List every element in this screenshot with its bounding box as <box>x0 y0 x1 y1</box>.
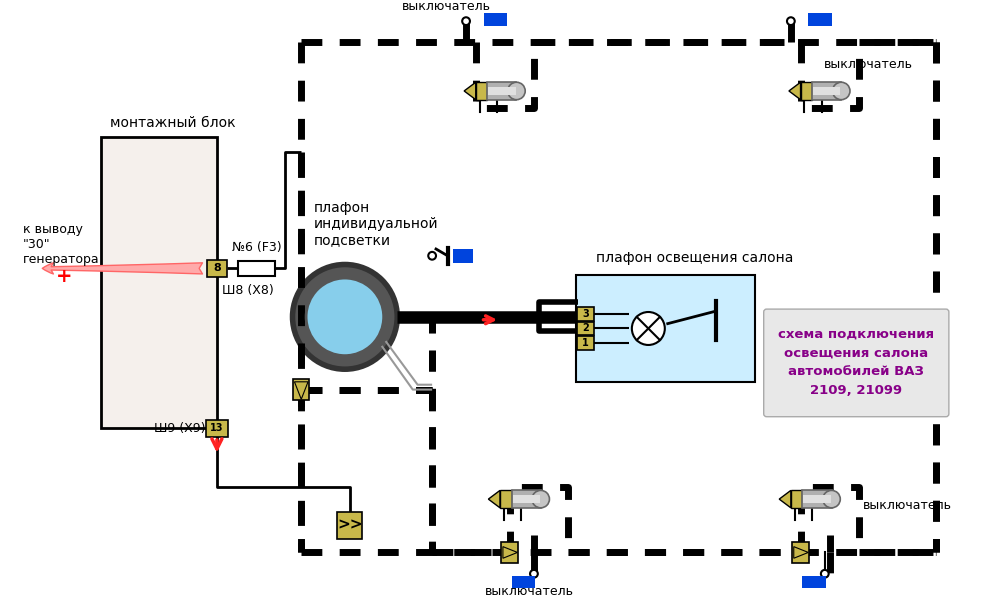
Bar <box>802 490 832 508</box>
Ellipse shape <box>532 490 549 508</box>
Text: к выводу
"30"
генератора: к выводу "30" генератора <box>23 223 100 266</box>
Bar <box>476 82 487 100</box>
Text: выключатель: выключатель <box>824 58 913 71</box>
Bar <box>808 13 832 26</box>
Text: 1: 1 <box>582 338 589 348</box>
Bar <box>813 87 840 95</box>
Bar <box>293 379 309 400</box>
Ellipse shape <box>833 82 850 100</box>
Polygon shape <box>294 382 308 399</box>
Circle shape <box>293 265 397 369</box>
Ellipse shape <box>508 82 525 100</box>
Bar <box>207 260 227 277</box>
Text: 8: 8 <box>213 263 221 274</box>
Bar <box>512 490 541 508</box>
Text: выключатель: выключатель <box>485 586 574 598</box>
Circle shape <box>462 17 470 25</box>
Bar <box>577 336 594 350</box>
Text: 3: 3 <box>582 309 589 319</box>
Bar <box>803 495 831 503</box>
Text: 13: 13 <box>210 424 224 433</box>
Bar <box>802 576 826 589</box>
Bar <box>577 322 594 335</box>
Polygon shape <box>464 82 476 100</box>
Polygon shape <box>794 547 808 558</box>
Bar <box>513 495 540 503</box>
Text: Ш9 (Х9): Ш9 (Х9) <box>154 422 205 435</box>
Bar <box>337 512 362 539</box>
Bar <box>487 82 516 100</box>
Text: +: + <box>55 267 72 286</box>
Bar <box>577 307 594 321</box>
Text: №6 (F3): №6 (F3) <box>232 241 281 254</box>
Bar <box>801 82 812 100</box>
Ellipse shape <box>823 490 840 508</box>
Text: выключатель: выключатель <box>402 1 491 13</box>
Text: плафон
индивидуальной
подсветки: плафон индивидуальной подсветки <box>314 200 438 247</box>
Text: 2: 2 <box>582 323 589 334</box>
Circle shape <box>821 570 829 578</box>
Bar <box>488 87 516 95</box>
Bar <box>501 542 518 563</box>
Circle shape <box>632 312 665 345</box>
Bar <box>576 275 755 382</box>
Bar <box>206 420 228 437</box>
Bar <box>484 13 507 26</box>
Circle shape <box>306 278 384 356</box>
FancyBboxPatch shape <box>764 309 949 417</box>
Circle shape <box>530 570 538 578</box>
Text: монтажный блок: монтажный блок <box>110 116 236 130</box>
Polygon shape <box>779 490 791 508</box>
Text: плафон освещения салона: плафон освещения салона <box>596 251 793 265</box>
Bar <box>512 576 535 589</box>
Bar <box>500 490 512 508</box>
Polygon shape <box>503 547 517 558</box>
Circle shape <box>428 252 436 260</box>
Text: >>: >> <box>337 518 362 533</box>
Bar <box>812 82 841 100</box>
Bar <box>791 490 802 508</box>
Circle shape <box>787 17 795 25</box>
Text: схема подключения
освещения салона
автомобилей ВАЗ
2109, 21099: схема подключения освещения салона автом… <box>778 328 934 397</box>
Bar <box>238 260 275 276</box>
Bar <box>101 137 217 428</box>
Text: Ш8 (Х8): Ш8 (Х8) <box>222 284 274 297</box>
Polygon shape <box>789 82 801 100</box>
Text: выключатель: выключатель <box>863 499 952 512</box>
Bar <box>453 249 473 263</box>
Bar <box>792 542 809 563</box>
Polygon shape <box>488 490 500 508</box>
